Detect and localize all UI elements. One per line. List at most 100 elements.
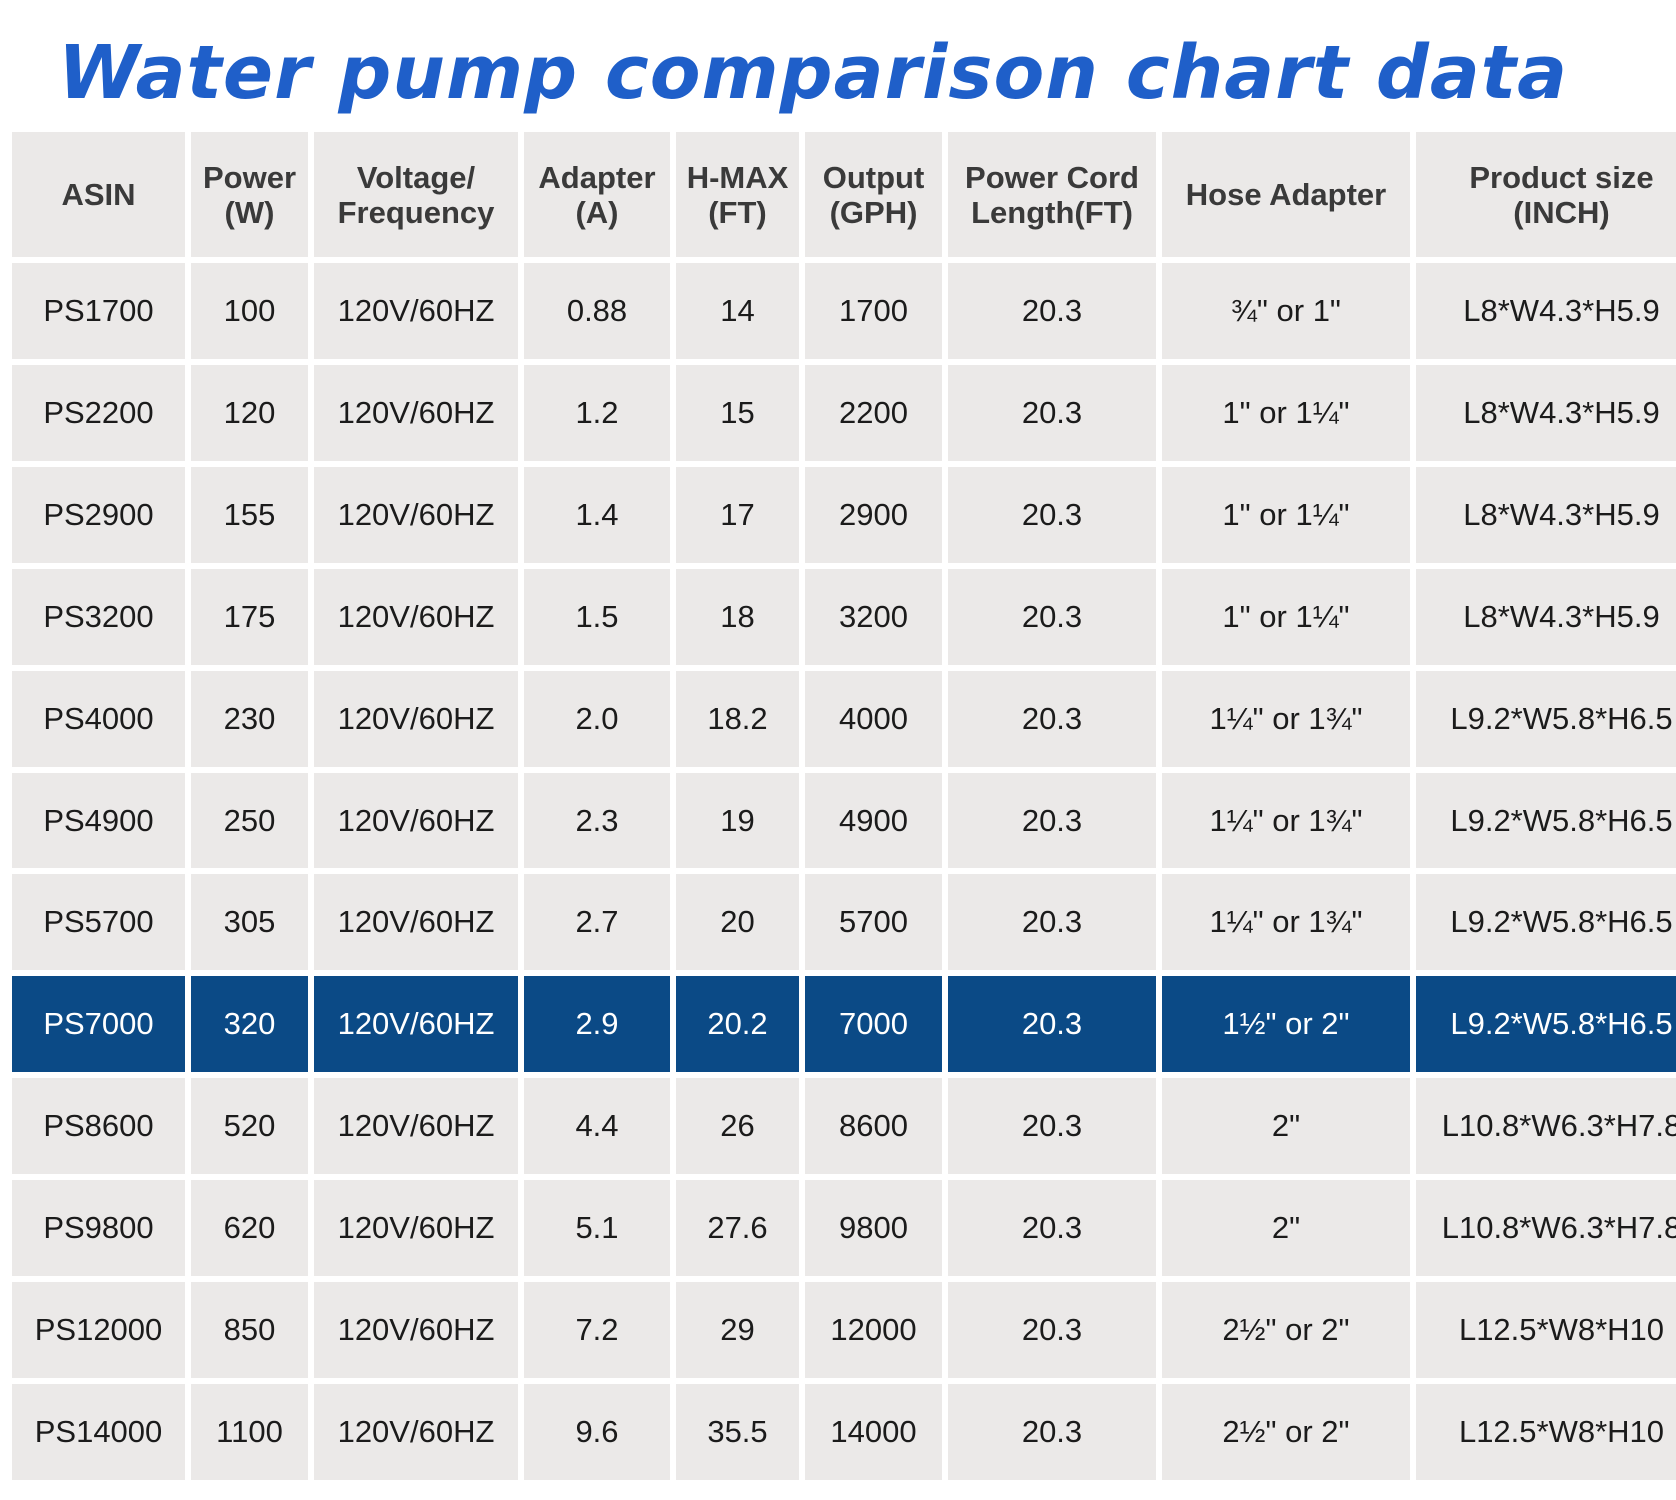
table-cell: L8*W4.3*H5.9 <box>1416 466 1676 563</box>
table-cell: 20.3 <box>948 1384 1156 1480</box>
table-cell: ¾" or 1" <box>1162 263 1410 359</box>
table-cell: 2.0 <box>524 670 670 767</box>
row-asin-cell: PS14000 <box>12 1384 185 1480</box>
table-cell: 120V/60HZ <box>314 1384 518 1480</box>
row-asin-cell: PS3200 <box>12 568 185 665</box>
table-cell: 2½" or 2" <box>1162 1384 1410 1480</box>
column-header: H-MAX (FT) <box>676 132 799 257</box>
table-cell: 4.4 <box>524 1078 670 1175</box>
table-cell: 29 <box>676 1282 799 1379</box>
column-header: ASIN <box>12 132 185 257</box>
table-cell: 1700 <box>805 263 942 359</box>
table-cell: 20.3 <box>948 466 1156 563</box>
column-header: Power (W) <box>191 132 308 257</box>
row-asin-cell: PS12000 <box>12 1282 185 1379</box>
table-cell: 120V/60HZ <box>314 263 518 359</box>
table-cell: 20.3 <box>948 670 1156 767</box>
table-cell: 1¼" or 1¾" <box>1162 874 1410 971</box>
table-cell: 2" <box>1162 1180 1410 1277</box>
table-cell: 155 <box>191 466 308 563</box>
table-cell: 20.3 <box>948 263 1156 359</box>
table-cell: 850 <box>191 1282 308 1379</box>
table-cell: 20.3 <box>948 364 1156 461</box>
row-asin-cell: PS8600 <box>12 1078 185 1175</box>
table-cell: L12.5*W8*H10 <box>1416 1282 1676 1379</box>
table-cell: 120V/60HZ <box>314 364 518 461</box>
row-asin-cell: PS2900 <box>12 466 185 563</box>
table-cell: L9.2*W5.8*H6.5 <box>1416 772 1676 869</box>
table-cell: 5700 <box>805 874 942 971</box>
table-cell: 4900 <box>805 772 942 869</box>
column-header: Adapter (A) <box>524 132 670 257</box>
row-asin-cell: PS4000 <box>12 670 185 767</box>
table-cell: L10.8*W6.3*H7.8 <box>1416 1180 1676 1277</box>
table-cell: 2" <box>1162 1078 1410 1175</box>
table-cell: 120V/60HZ <box>314 568 518 665</box>
row-asin-cell: PS2200 <box>12 364 185 461</box>
table-cell: 520 <box>191 1078 308 1175</box>
table-cell: 120V/60HZ <box>314 874 518 971</box>
table-cell: 9800 <box>805 1180 942 1277</box>
table-cell: 7.2 <box>524 1282 670 1379</box>
table-cell: 5.1 <box>524 1180 670 1277</box>
table-cell: 120V/60HZ <box>314 1282 518 1379</box>
table-cell: 120V/60HZ <box>314 1180 518 1277</box>
table-cell: 20.2 <box>676 976 799 1073</box>
column-header: Product size (INCH) <box>1416 132 1676 257</box>
page-title: Water pump comparison chart data <box>58 30 1569 116</box>
table-cell: 230 <box>191 670 308 767</box>
table-cell: 175 <box>191 568 308 665</box>
table-cell: 1100 <box>191 1384 308 1480</box>
table-cell: 20.3 <box>948 1078 1156 1175</box>
table-cell: 8600 <box>805 1078 942 1175</box>
table-cell: 2½" or 2" <box>1162 1282 1410 1379</box>
row-asin-cell: PS1700 <box>12 263 185 359</box>
row-asin-cell: PS4900 <box>12 772 185 869</box>
table-cell: 15 <box>676 364 799 461</box>
table-cell: 1" or 1¼" <box>1162 466 1410 563</box>
table-cell: 2900 <box>805 466 942 563</box>
table-cell: L9.2*W5.8*H6.5 <box>1416 670 1676 767</box>
table-cell: 2.3 <box>524 772 670 869</box>
row-asin-cell: PS7000 <box>12 976 185 1073</box>
table-cell: 120V/60HZ <box>314 466 518 563</box>
table-cell: 1" or 1¼" <box>1162 364 1410 461</box>
table-cell: 12000 <box>805 1282 942 1379</box>
table-cell: 4000 <box>805 670 942 767</box>
column-header: Power Cord Length(FT) <box>948 132 1156 257</box>
table-cell: 17 <box>676 466 799 563</box>
table-cell: 1.4 <box>524 466 670 563</box>
row-asin-cell: PS5700 <box>12 874 185 971</box>
table-cell: 620 <box>191 1180 308 1277</box>
column-header: Voltage/ Frequency <box>314 132 518 257</box>
table-cell: 2.9 <box>524 976 670 1073</box>
table-cell: 100 <box>191 263 308 359</box>
table-cell: L8*W4.3*H5.9 <box>1416 568 1676 665</box>
table-cell: 1¼" or 1¾" <box>1162 670 1410 767</box>
comparison-table: ASIN Power (W) Voltage/ Frequency Adapter (… <box>12 132 1676 1480</box>
table-cell: L10.8*W6.3*H7.8 <box>1416 1078 1676 1175</box>
table-cell: 120V/60HZ <box>314 772 518 869</box>
table-cell: L8*W4.3*H5.9 <box>1416 263 1676 359</box>
table-cell: 120 <box>191 364 308 461</box>
table-cell: 14 <box>676 263 799 359</box>
table-cell: 120V/60HZ <box>314 976 518 1073</box>
row-asin-cell: PS9800 <box>12 1180 185 1277</box>
table-cell: L12.5*W8*H10 <box>1416 1384 1676 1480</box>
table-cell: 1" or 1¼" <box>1162 568 1410 665</box>
table-cell: 2200 <box>805 364 942 461</box>
table-cell: 1½" or 2" <box>1162 976 1410 1073</box>
table-cell: L8*W4.3*H5.9 <box>1416 364 1676 461</box>
table-cell: 18 <box>676 568 799 665</box>
table-cell: 250 <box>191 772 308 869</box>
table-cell: 20.3 <box>948 874 1156 971</box>
table-cell: 20 <box>676 874 799 971</box>
column-header: Output (GPH) <box>805 132 942 257</box>
table-cell: 1.5 <box>524 568 670 665</box>
table-cell: 2.7 <box>524 874 670 971</box>
table-cell: 9.6 <box>524 1384 670 1480</box>
table-cell: 20.3 <box>948 568 1156 665</box>
table-cell: L9.2*W5.8*H6.5 <box>1416 976 1676 1073</box>
table-cell: 1¼" or 1¾" <box>1162 772 1410 869</box>
table-cell: 27.6 <box>676 1180 799 1277</box>
